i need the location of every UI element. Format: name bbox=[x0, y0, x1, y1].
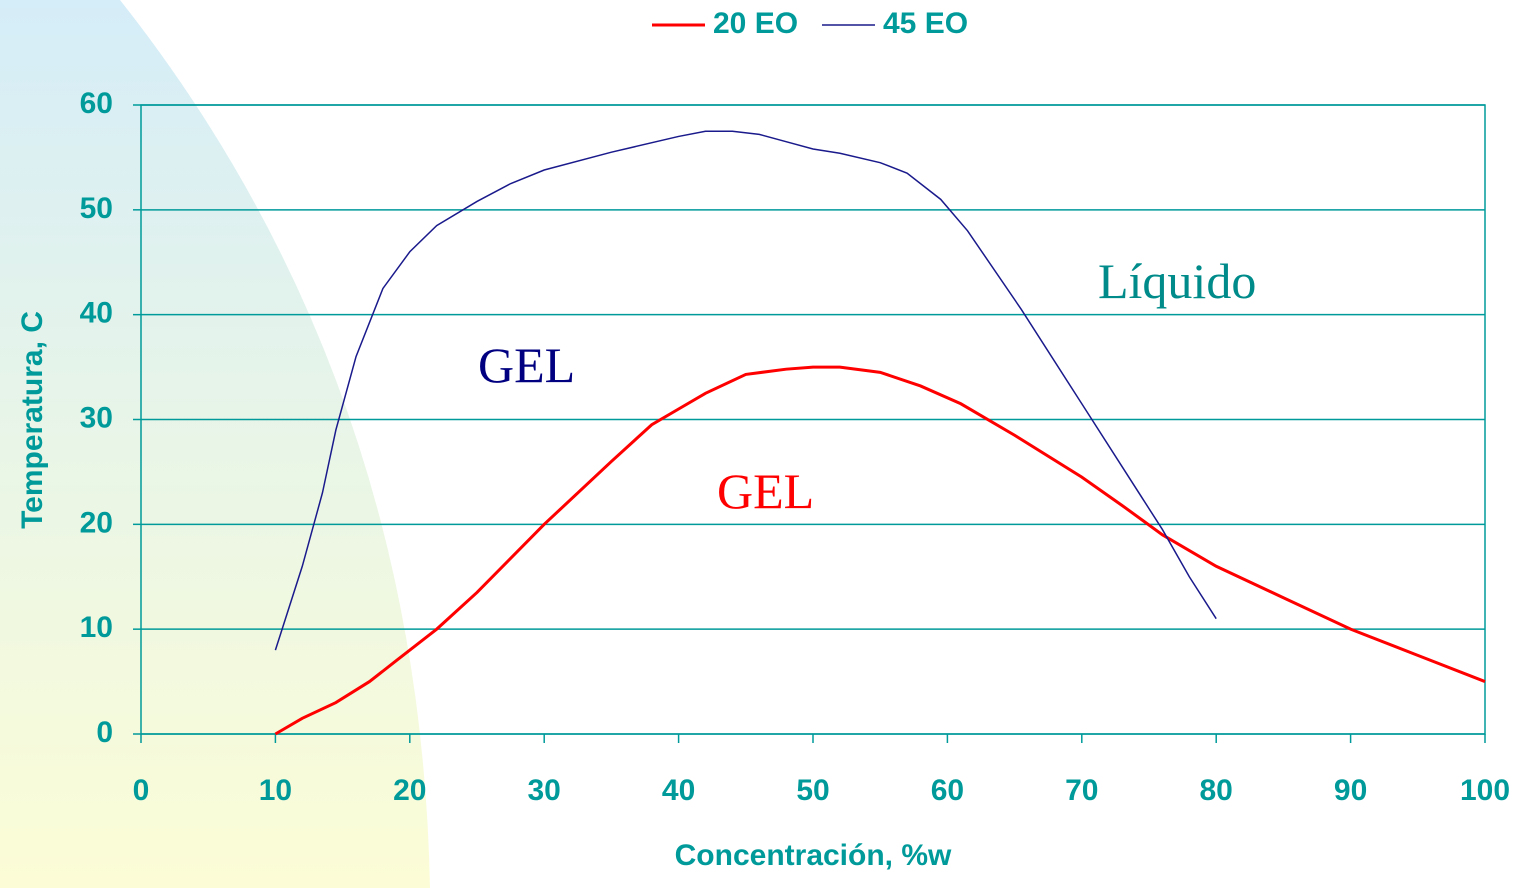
legend-label: 20 EO bbox=[713, 7, 798, 40]
background-arc bbox=[0, 0, 430, 888]
x-tick-label: 100 bbox=[1460, 774, 1510, 807]
series-line bbox=[274, 365, 1486, 736]
y-tick-label: 60 bbox=[80, 87, 113, 120]
annotation: GEL bbox=[717, 463, 814, 519]
x-tick-label: 20 bbox=[393, 774, 426, 807]
x-tick-label: 30 bbox=[528, 774, 561, 807]
y-tick-label: 40 bbox=[80, 297, 113, 330]
y-tick-label: 10 bbox=[80, 611, 113, 644]
y-tick-label: 0 bbox=[96, 716, 113, 749]
y-tick-label: 30 bbox=[80, 401, 113, 434]
x-tick-label: 60 bbox=[931, 774, 964, 807]
annotation: Líquido bbox=[1098, 253, 1256, 309]
series-line bbox=[274, 130, 1217, 651]
y-tick-label: 20 bbox=[80, 506, 113, 539]
x-tick-label: 40 bbox=[662, 774, 695, 807]
x-axis-title: Concentración, %w bbox=[675, 839, 952, 872]
y-tick-label: 50 bbox=[80, 192, 113, 225]
x-tick-label: 0 bbox=[133, 774, 150, 807]
annotation: GEL bbox=[478, 337, 575, 393]
x-tick-label: 70 bbox=[1065, 774, 1098, 807]
x-tick-label: 10 bbox=[259, 774, 292, 807]
legend-label: 45 EO bbox=[883, 7, 968, 40]
x-tick-label: 80 bbox=[1200, 774, 1233, 807]
y-axis-title: Temperatura, C bbox=[16, 311, 49, 529]
x-tick-label: 50 bbox=[796, 774, 829, 807]
x-tick-label: 90 bbox=[1334, 774, 1367, 807]
